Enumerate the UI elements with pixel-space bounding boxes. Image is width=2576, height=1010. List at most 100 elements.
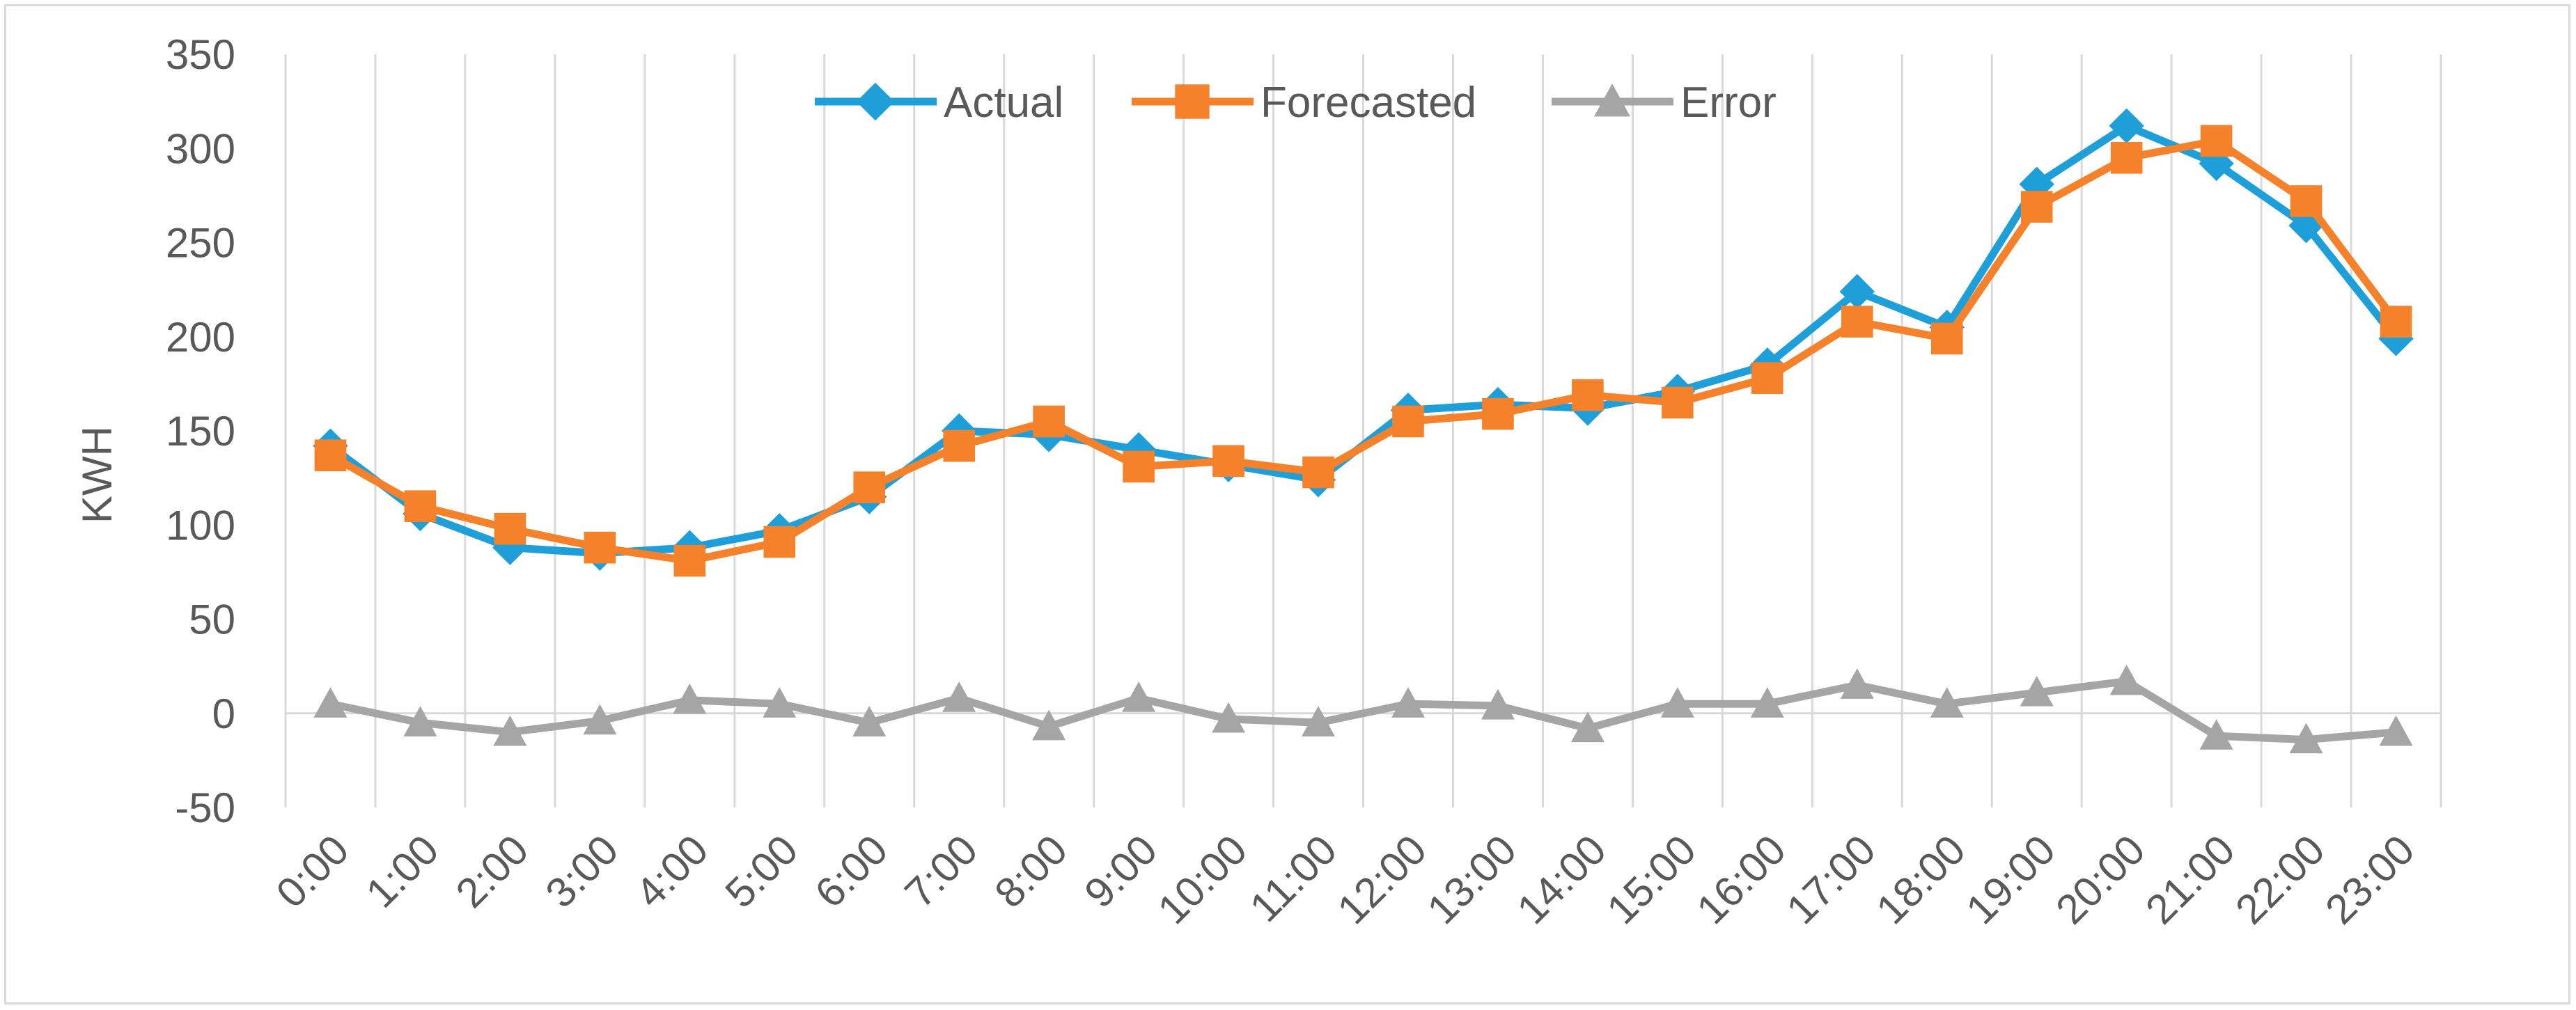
forecasted-point bbox=[584, 531, 616, 564]
forecasted-point bbox=[1662, 386, 1694, 419]
error-line bbox=[326, 677, 2401, 744]
forecasted-point bbox=[2380, 306, 2412, 338]
legend-error-marker bbox=[1594, 84, 1630, 117]
x-tick-label: 17:00 bbox=[1777, 826, 1884, 933]
y-tick-label: 350 bbox=[166, 31, 235, 78]
error-point bbox=[2379, 715, 2413, 746]
axes: -50 0 50 100 150 200 250 300 350 0:00 1:00 2:00 3:00… bbox=[166, 31, 2423, 933]
series-error bbox=[313, 664, 2413, 754]
forecasted-point bbox=[1482, 397, 1514, 430]
x-tick-label: 19:00 bbox=[1957, 826, 2064, 933]
y-tick-label: 150 bbox=[166, 408, 235, 455]
error-point bbox=[763, 687, 797, 718]
forecasted-point bbox=[2020, 191, 2053, 223]
x-tick-label: 6:00 bbox=[806, 826, 896, 917]
error-point bbox=[852, 706, 887, 736]
x-tick-label: 22:00 bbox=[2226, 826, 2334, 933]
x-tick-label: 2:00 bbox=[447, 826, 538, 917]
forecasted-point bbox=[2200, 125, 2233, 157]
legend-actual-marker bbox=[856, 82, 895, 121]
error-point bbox=[2199, 719, 2233, 750]
forecasted-point bbox=[1930, 322, 1963, 355]
error-point bbox=[1840, 668, 1874, 699]
error-point bbox=[493, 715, 527, 746]
legend-error-label: Error bbox=[1680, 79, 1777, 127]
forecasted-point bbox=[404, 490, 437, 522]
legend-forecasted-marker bbox=[1175, 84, 1210, 119]
x-tick-label: 12:00 bbox=[1329, 826, 1436, 933]
actual-point bbox=[2288, 207, 2324, 244]
legend-actual-label: Actual bbox=[944, 79, 1063, 127]
legend: Actual Forecasted Error bbox=[815, 79, 1777, 127]
x-tick-label: 5:00 bbox=[717, 826, 807, 917]
forecasted-point bbox=[2110, 141, 2143, 174]
x-tick-label: 16:00 bbox=[1687, 826, 1795, 933]
legend-error: Error bbox=[1552, 79, 1777, 127]
error-point bbox=[2289, 723, 2323, 754]
forecasted-point bbox=[1841, 306, 1873, 338]
forecasted-point bbox=[1033, 405, 1065, 438]
x-tick-label: 3:00 bbox=[537, 826, 627, 917]
x-tick-label: 0:00 bbox=[267, 826, 358, 917]
forecasted-point bbox=[494, 512, 526, 545]
forecasted-point bbox=[1751, 362, 1783, 395]
y-tick-label: 200 bbox=[166, 314, 235, 361]
x-tick-label: 14:00 bbox=[1508, 826, 1616, 933]
actual-point bbox=[2109, 108, 2144, 143]
x-tick-label: 11:00 bbox=[1241, 826, 1345, 931]
x-tick-label: 4:00 bbox=[627, 826, 717, 917]
x-tick-label: 23:00 bbox=[2316, 826, 2423, 933]
error-point bbox=[1930, 687, 1964, 718]
x-tick-label: 13:00 bbox=[1419, 826, 1526, 933]
actual-point bbox=[1839, 274, 1875, 310]
y-tick-label: 100 bbox=[166, 502, 235, 549]
series-forecasted bbox=[314, 125, 2412, 577]
forecasted-point bbox=[2290, 185, 2323, 217]
error-point bbox=[2020, 675, 2054, 707]
legend-forecasted-label: Forecasted bbox=[1260, 79, 1476, 127]
y-tick-label: 250 bbox=[166, 220, 235, 267]
error-point bbox=[1122, 681, 1156, 712]
error-point bbox=[403, 706, 437, 736]
legend-actual: Actual bbox=[815, 79, 1063, 127]
y-tick-label: 50 bbox=[189, 597, 235, 643]
x-tick-label: 15:00 bbox=[1598, 826, 1705, 933]
actual-point bbox=[2019, 166, 2054, 202]
forecasted-point bbox=[853, 471, 886, 503]
legend-forecasted: Forecasted bbox=[1132, 79, 1476, 127]
error-point bbox=[313, 687, 348, 718]
forecasted-point bbox=[763, 526, 796, 558]
error-point bbox=[1660, 687, 1694, 718]
actual-point bbox=[492, 530, 528, 565]
forecasted-point bbox=[314, 439, 347, 471]
error-point bbox=[583, 704, 617, 735]
error-point bbox=[942, 681, 976, 712]
forecasted-point bbox=[673, 544, 706, 577]
forecasted-point bbox=[1302, 456, 1334, 489]
chart-frame bbox=[4, 4, 2570, 1004]
error-point bbox=[1481, 688, 1515, 720]
error-point bbox=[1032, 709, 1066, 741]
forecasted-point bbox=[1392, 405, 1424, 438]
error-point bbox=[2109, 664, 2144, 695]
series-group bbox=[313, 108, 2414, 754]
error-point bbox=[1212, 702, 1246, 733]
x-tick-label: 20:00 bbox=[2047, 826, 2154, 933]
x-tick-label: 10:00 bbox=[1149, 826, 1256, 933]
x-tick-label: 1:00 bbox=[357, 826, 448, 917]
forecasted-point bbox=[1572, 379, 1604, 411]
x-tick-label: 8:00 bbox=[985, 826, 1076, 917]
y-axis-title: KWH bbox=[74, 426, 120, 523]
forecasted-point bbox=[1212, 445, 1244, 478]
actual-point bbox=[1121, 432, 1157, 468]
error-point bbox=[1570, 711, 1605, 743]
x-tick-label: 21:00 bbox=[2137, 826, 2244, 933]
forecasted-point bbox=[1123, 450, 1155, 483]
error-point bbox=[1750, 687, 1784, 718]
error-point bbox=[1302, 706, 1336, 736]
y-tick-label: 300 bbox=[166, 125, 235, 172]
x-tick-label: 7:00 bbox=[896, 826, 986, 917]
error-point bbox=[1391, 687, 1425, 718]
grid bbox=[284, 54, 2442, 807]
